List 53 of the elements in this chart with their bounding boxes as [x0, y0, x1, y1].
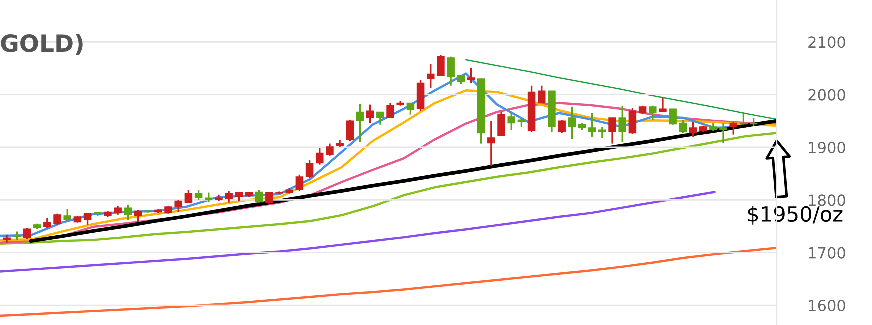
- y-tick-label: 1700: [809, 247, 846, 259]
- candlestick: [184, 189, 193, 204]
- y-tick-label: 1600: [809, 300, 846, 312]
- candlestick: [366, 104, 374, 124]
- candlestick: [406, 102, 415, 116]
- y-tick-label: 1900: [809, 142, 846, 154]
- candlestick: [225, 190, 233, 204]
- candlestick: [124, 204, 132, 222]
- candlestick: [467, 67, 476, 84]
- y-tick-label: 2000: [808, 89, 846, 101]
- candlestick: [386, 102, 394, 119]
- candlestick: [44, 217, 52, 229]
- y-tick-label: 1800: [809, 194, 846, 206]
- candlestick: [306, 159, 314, 179]
- candlestick: [296, 174, 304, 192]
- candlestick: [588, 112, 596, 138]
- candlestick: [659, 97, 667, 114]
- candlestick: [568, 106, 576, 140]
- candlestick: [608, 117, 616, 145]
- candlestick: [54, 213, 62, 226]
- candlestick: [508, 111, 516, 131]
- candlestick: [598, 126, 606, 139]
- annotation: $1950/oz: [748, 206, 843, 225]
- candlestick: [689, 121, 698, 138]
- candlestick: [447, 56, 455, 87]
- candlestick: [730, 121, 738, 136]
- candlestick: [194, 189, 203, 201]
- candlestick: [669, 108, 677, 126]
- candlestick: [437, 54, 445, 77]
- candlestick: [427, 63, 435, 89]
- candlestick: [649, 105, 657, 121]
- candlestick: [720, 122, 728, 144]
- candlestick: [538, 85, 546, 104]
- candlestick: [498, 111, 506, 137]
- candlestick: [376, 111, 384, 126]
- candlestick: [628, 107, 637, 136]
- candlestick: [134, 209, 142, 224]
- candlestick: [84, 213, 92, 226]
- candlestick: [205, 192, 213, 204]
- candlestick: [174, 199, 182, 214]
- candlestick: [23, 227, 32, 240]
- candlestick: [326, 142, 334, 157]
- candlestick: [679, 119, 688, 134]
- candlestick: [346, 119, 354, 142]
- candlestick: [618, 105, 626, 144]
- candlestick: [488, 120, 496, 167]
- text: GOLD): [1, 34, 83, 56]
- candlestick: [316, 147, 324, 166]
- y-tick-label: 2100: [808, 36, 846, 48]
- candlestick: [356, 103, 364, 144]
- candlestick: [64, 208, 72, 222]
- candlestick: [558, 119, 566, 134]
- candlestick: [255, 189, 264, 204]
